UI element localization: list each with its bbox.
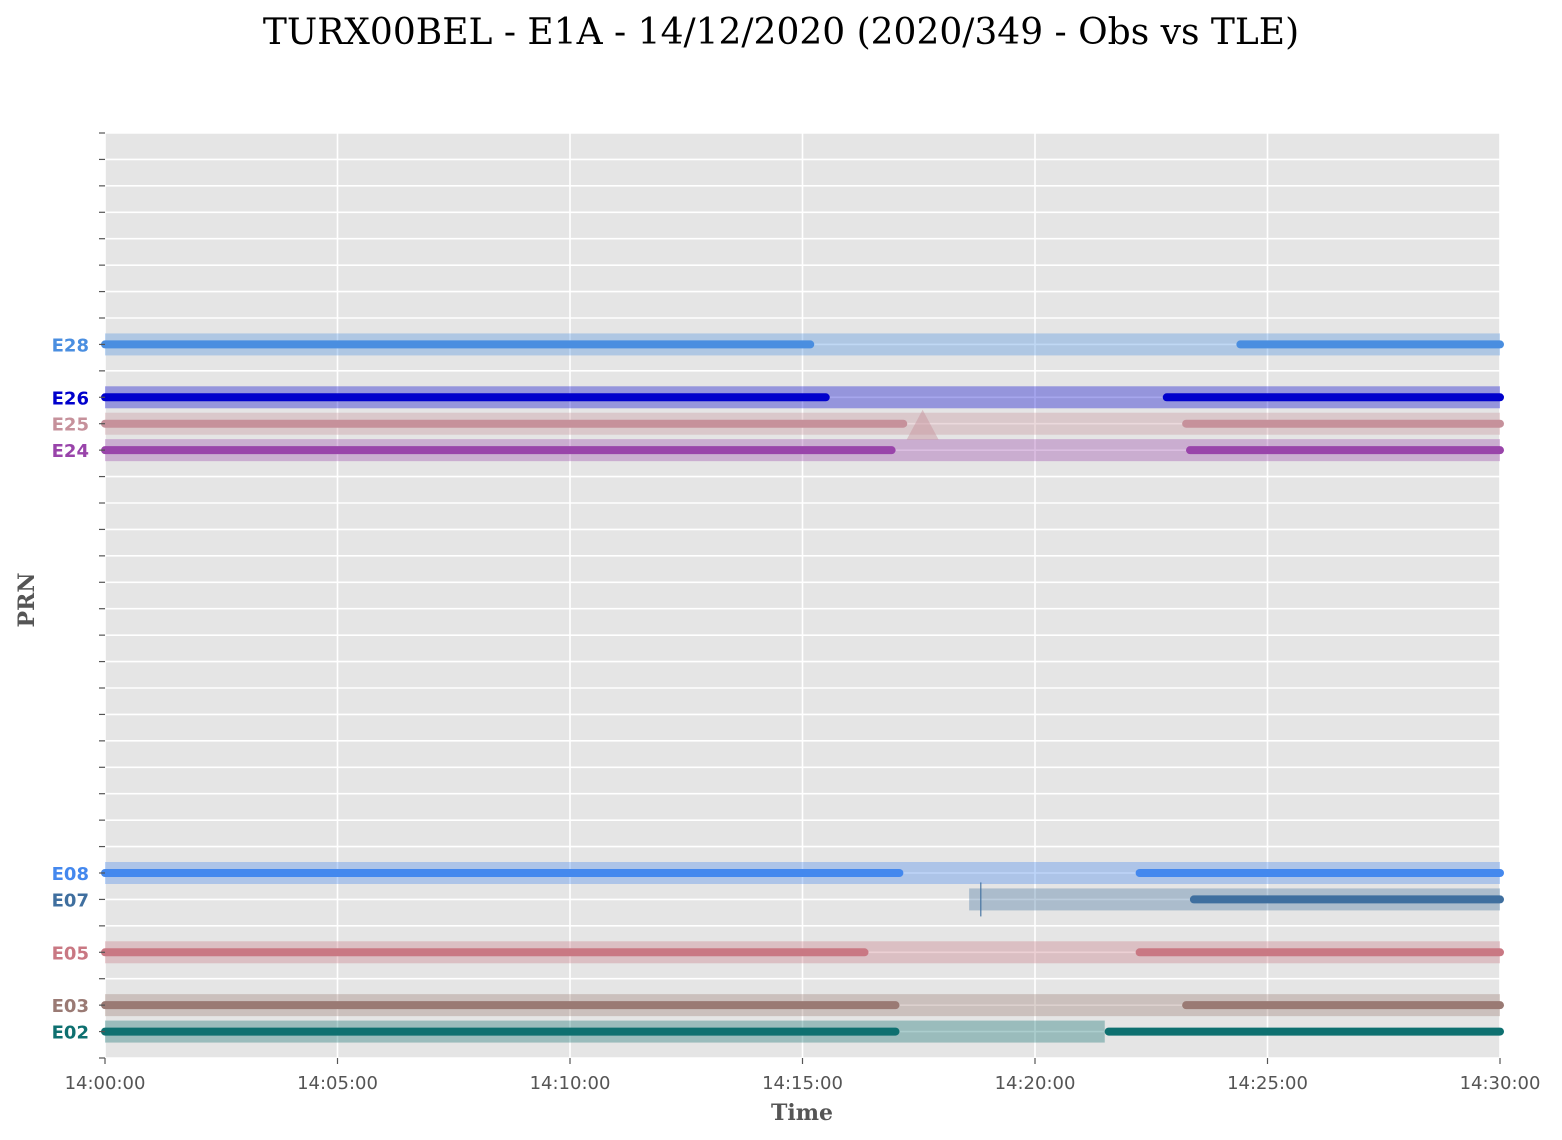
y-tick-label-e08: E08 <box>52 864 89 885</box>
x-axis-ticks: 14:00:00 14:05:00 14:10:00 14:15:00 14:20:00… <box>65 1058 1541 1094</box>
y-axis-ticks <box>99 132 105 1059</box>
vertical-gridlines <box>104 133 1501 1058</box>
x-tick-label: 14:05:00 <box>297 1073 378 1094</box>
y-tick-label-e26: E26 <box>52 388 89 409</box>
x-tick-label: 14:10:00 <box>530 1073 611 1094</box>
y-tick-label-e07: E07 <box>52 890 89 911</box>
chart-title: TURX00BEL - E1A - 14/12/2020 (2020/349 -… <box>263 12 1299 53</box>
x-tick-label: 14:20:00 <box>995 1073 1076 1094</box>
x-tick-label: 14:30:00 <box>1460 1073 1541 1094</box>
x-axis-title: Time <box>771 1100 833 1126</box>
obs-lines <box>101 340 1504 1036</box>
y-tick-label-e28: E28 <box>52 335 89 356</box>
event-marker-e25 <box>906 409 939 440</box>
y-tick-label-e03: E03 <box>52 996 89 1017</box>
y-axis-labels: E02 E03 E05 E07 E08 E24 E25 E26 E28 <box>52 335 89 1043</box>
y-tick-label-e05: E05 <box>52 943 89 964</box>
x-tick-label: 14:00:00 <box>65 1073 146 1094</box>
y-tick-label-e24: E24 <box>52 441 89 462</box>
y-axis-title: PRN <box>14 573 40 628</box>
event-markers <box>906 409 982 917</box>
x-tick-label: 14:15:00 <box>762 1073 843 1094</box>
y-tick-label-e02: E02 <box>52 1023 89 1044</box>
x-tick-label: 14:25:00 <box>1227 1073 1308 1094</box>
y-tick-label-e25: E25 <box>52 415 89 436</box>
